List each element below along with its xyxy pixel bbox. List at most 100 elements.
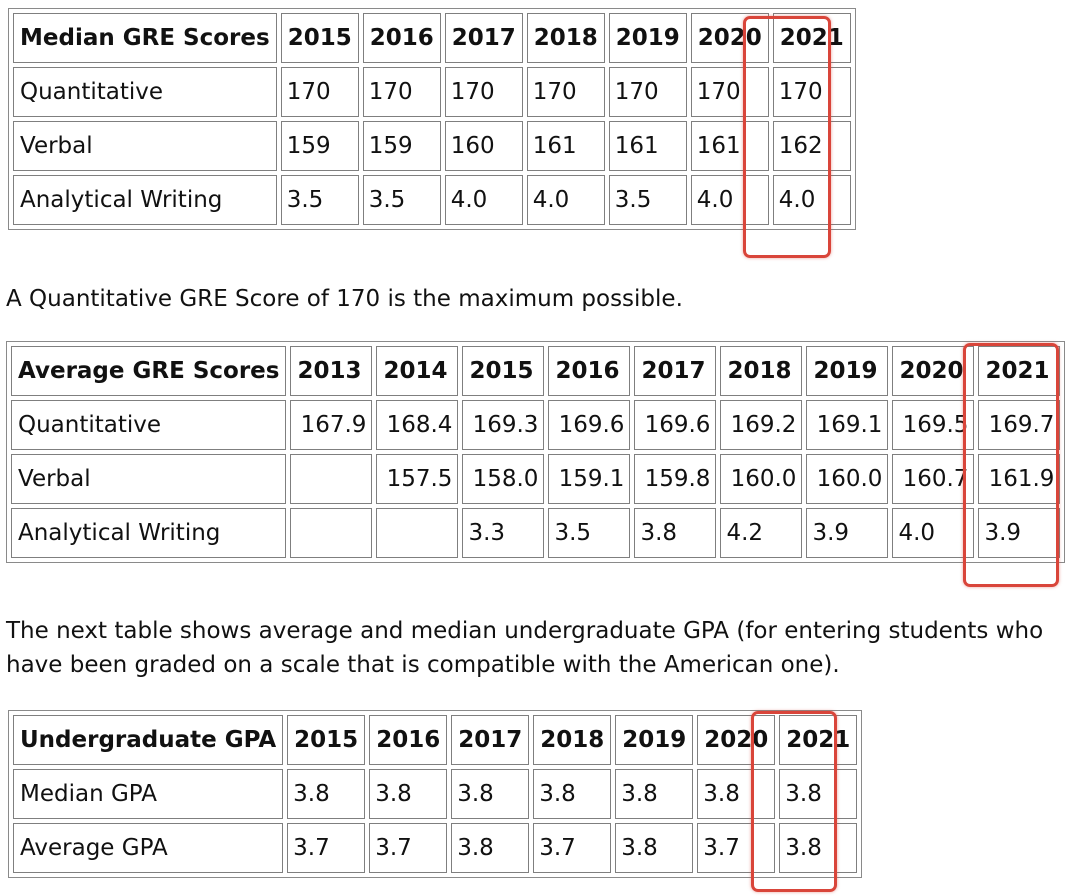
table-cell: 3.5 [548,508,631,558]
table-cell: 159.8 [634,454,717,504]
year-header: 2019 [806,346,889,396]
table-header-row: Median GRE Scores 2015 2016 2017 2018 20… [13,13,851,63]
table-header-label: Undergraduate GPA [13,715,284,765]
table-cell: 158.0 [462,454,545,504]
table-cell: 3.8 [634,508,717,558]
row-label: Quantitative [11,400,287,450]
table-cell: 168.4 [376,400,459,450]
table-cell: 161.9 [978,454,1061,504]
table-cell: 157.5 [376,454,459,504]
average-gre-table: Average GRE Scores 2013 2014 2015 2016 2… [6,341,1066,563]
table-cell: 170 [608,67,687,117]
row-label: Median GPA [13,769,284,819]
table-cell: 159 [280,121,359,171]
year-header: 2019 [615,715,694,765]
table-cell: 159 [362,121,441,171]
median-gre-table: Median GRE Scores 2015 2016 2017 2018 20… [8,8,856,230]
table-cell: 160.0 [720,454,803,504]
year-header: 2020 [892,346,975,396]
undergraduate-gpa-table: Undergraduate GPA 2015 2016 2017 2018 20… [8,710,863,878]
table-cell: 169.2 [720,400,803,450]
table-cell: 3.8 [451,823,530,873]
table-row: Average GPA 3.7 3.7 3.8 3.7 3.8 3.7 3.8 [13,823,858,873]
table-cell: 3.5 [280,175,359,225]
year-header: 2015 [462,346,545,396]
table-cell [290,454,373,504]
year-header: 2016 [548,346,631,396]
table-cell: 170 [362,67,441,117]
year-header: 2018 [533,715,612,765]
year-header: 2013 [290,346,373,396]
year-header: 2017 [444,13,523,63]
table-cell: 167.9 [290,400,373,450]
table-row: Analytical Writing 3.5 3.5 4.0 4.0 3.5 4… [13,175,851,225]
table-cell: 169.3 [462,400,545,450]
table-cell: 170 [280,67,359,117]
row-label: Average GPA [13,823,284,873]
year-header: 2018 [526,13,605,63]
table-cell: 170 [772,67,851,117]
note-gpa-intro: The next table shows average and median … [6,618,1044,678]
year-header: 2015 [287,715,366,765]
year-header: 2017 [634,346,717,396]
table-cell: 4.0 [690,175,769,225]
table-cell: 3.8 [615,823,694,873]
row-label: Analytical Writing [13,175,277,225]
table-cell: 3.3 [462,508,545,558]
table-cell: 3.8 [451,769,530,819]
year-header: 2017 [451,715,530,765]
table-cell: 160.0 [806,454,889,504]
table-cell: 3.9 [978,508,1061,558]
table-cell: 3.8 [615,769,694,819]
table-cell: 169.6 [548,400,631,450]
year-header: 2016 [362,13,441,63]
year-header: 2015 [280,13,359,63]
table-header-row: Undergraduate GPA 2015 2016 2017 2018 20… [13,715,858,765]
row-label: Analytical Writing [11,508,287,558]
table-cell: 169.6 [634,400,717,450]
table-cell: 170 [526,67,605,117]
table-header-label: Median GRE Scores [13,13,277,63]
table-cell: 161 [608,121,687,171]
table-cell: 3.7 [369,823,448,873]
table-cell: 169.7 [978,400,1061,450]
table-row: Quantitative 167.9 168.4 169.3 169.6 169… [11,400,1061,450]
table-cell: 3.8 [697,769,776,819]
table-cell: 3.8 [779,769,858,819]
table-cell: 3.8 [779,823,858,873]
table-cell: 160 [444,121,523,171]
table-cell: 3.5 [362,175,441,225]
table-cell: 169.1 [806,400,889,450]
table-cell: 3.8 [287,769,366,819]
year-header: 2020 [697,715,776,765]
year-header: 2019 [608,13,687,63]
table-cell: 4.0 [444,175,523,225]
year-header: 2014 [376,346,459,396]
year-header: 2021 [772,13,851,63]
table-cell: 170 [444,67,523,117]
table-cell: 161 [690,121,769,171]
table-header-row: Average GRE Scores 2013 2014 2015 2016 2… [11,346,1061,396]
table-cell [290,508,373,558]
table-header-label: Average GRE Scores [11,346,287,396]
year-header: 2021 [779,715,858,765]
table-cell: 3.8 [533,769,612,819]
table-cell: 4.2 [720,508,803,558]
table-cell: 160.7 [892,454,975,504]
row-label: Verbal [11,454,287,504]
table-cell: 3.5 [608,175,687,225]
note-max-quant: A Quantitative GRE Score of 170 is the m… [6,286,683,312]
table-cell: 3.7 [533,823,612,873]
year-header: 2016 [369,715,448,765]
table-cell: 3.7 [287,823,366,873]
table-cell: 3.9 [806,508,889,558]
table-row: Median GPA 3.8 3.8 3.8 3.8 3.8 3.8 3.8 [13,769,858,819]
table-row: Verbal 157.5 158.0 159.1 159.8 160.0 160… [11,454,1061,504]
table-cell: 4.0 [892,508,975,558]
row-label: Quantitative [13,67,277,117]
table-row: Quantitative 170 170 170 170 170 170 170 [13,67,851,117]
row-label: Verbal [13,121,277,171]
table-cell: 4.0 [526,175,605,225]
table-cell: 170 [690,67,769,117]
table-row: Verbal 159 159 160 161 161 161 162 [13,121,851,171]
